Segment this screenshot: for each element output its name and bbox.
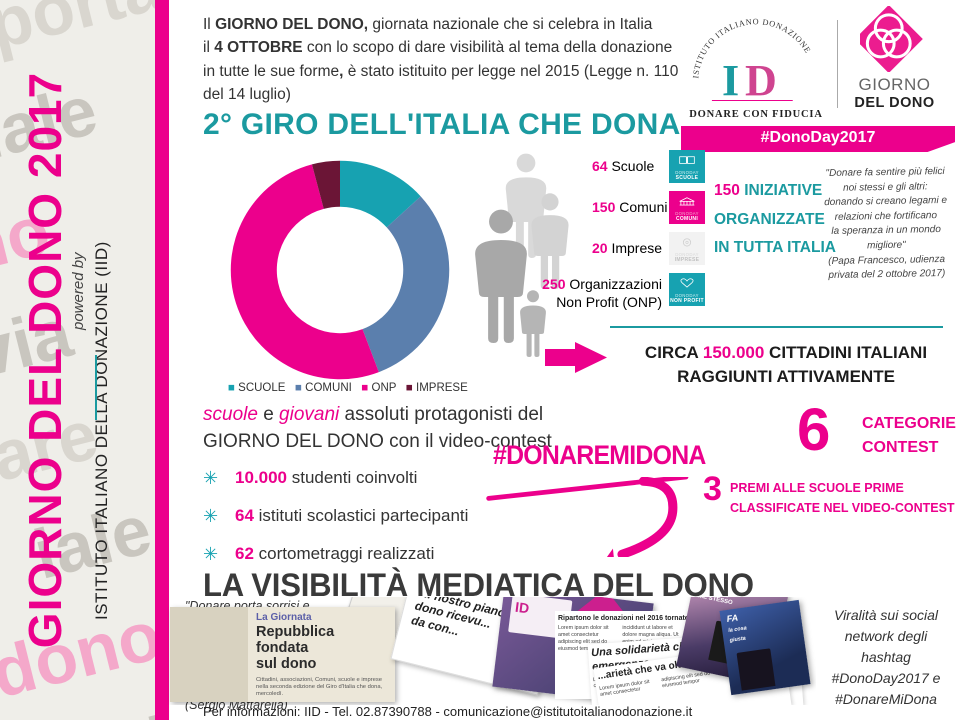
svg-text:D: D <box>745 56 777 105</box>
svg-text:I: I <box>722 56 739 105</box>
